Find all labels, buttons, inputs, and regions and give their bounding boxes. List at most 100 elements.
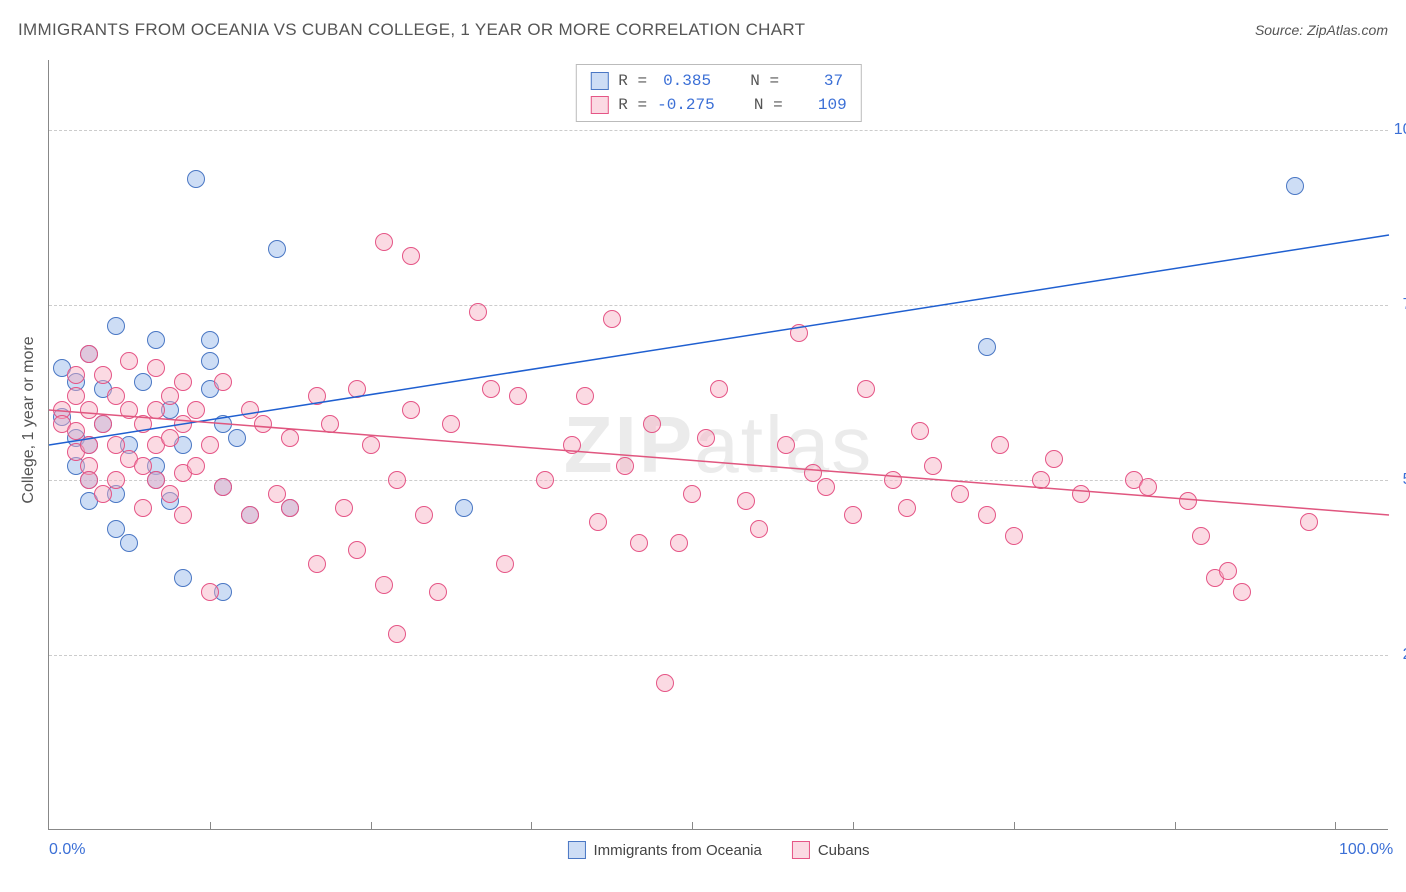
gridline-h	[49, 130, 1388, 131]
data-point	[750, 520, 768, 538]
data-point	[308, 555, 326, 573]
data-point	[496, 555, 514, 573]
data-point	[911, 422, 929, 440]
data-point	[737, 492, 755, 510]
x-tick-label: 0.0%	[49, 841, 85, 859]
data-point	[790, 324, 808, 342]
data-point	[857, 380, 875, 398]
data-point	[80, 436, 98, 454]
data-point	[1300, 513, 1318, 531]
legend-item-oceania: Immigrants from Oceania	[567, 841, 761, 859]
data-point	[1192, 527, 1210, 545]
y-tick-label: 25.0%	[1403, 646, 1406, 664]
minor-xtick	[1175, 822, 1176, 830]
minor-xtick	[853, 822, 854, 830]
data-point	[107, 471, 125, 489]
swatch-oceania	[590, 72, 608, 90]
data-point	[134, 499, 152, 517]
y-tick-label: 50.0%	[1403, 471, 1406, 489]
data-point	[214, 373, 232, 391]
data-point	[656, 674, 674, 692]
data-point	[134, 373, 152, 391]
gridline-h	[49, 655, 1388, 656]
data-point	[268, 240, 286, 258]
data-point	[134, 457, 152, 475]
data-point	[161, 485, 179, 503]
y-tick-label: 100.0%	[1394, 121, 1406, 139]
data-point	[348, 380, 366, 398]
data-point	[321, 415, 339, 433]
data-point	[362, 436, 380, 454]
data-point	[174, 506, 192, 524]
swatch-oceania	[567, 841, 585, 859]
data-point	[1139, 478, 1157, 496]
data-point	[201, 352, 219, 370]
data-point	[924, 457, 942, 475]
data-point	[161, 387, 179, 405]
data-point	[898, 499, 916, 517]
minor-xtick	[210, 822, 211, 830]
data-point	[348, 541, 366, 559]
data-point	[536, 471, 554, 489]
data-point	[201, 583, 219, 601]
data-point	[1219, 562, 1237, 580]
data-point	[563, 436, 581, 454]
data-point	[576, 387, 594, 405]
data-point	[201, 331, 219, 349]
data-point	[107, 387, 125, 405]
data-point	[147, 401, 165, 419]
scatter-plot: ZIPatlas R = 0.385 N = 37 R = -0.275 N =…	[48, 60, 1388, 830]
data-point	[630, 534, 648, 552]
data-point	[844, 506, 862, 524]
y-axis-title: College, 1 year or more	[20, 336, 38, 503]
legend-row-cubans: R = -0.275 N = 109	[590, 93, 846, 117]
data-point	[455, 499, 473, 517]
gridline-h	[49, 480, 1388, 481]
data-point	[228, 429, 246, 447]
data-point	[1045, 450, 1063, 468]
data-point	[241, 506, 259, 524]
y-tick-label: 75.0%	[1403, 296, 1406, 314]
data-point	[388, 625, 406, 643]
data-point	[670, 534, 688, 552]
data-point	[308, 387, 326, 405]
legend-correlation-box: R = 0.385 N = 37 R = -0.275 N = 109	[575, 64, 861, 122]
data-point	[214, 478, 232, 496]
data-point	[991, 436, 1009, 454]
data-point	[509, 387, 527, 405]
data-point	[254, 415, 272, 433]
legend-row-oceania: R = 0.385 N = 37	[590, 69, 846, 93]
data-point	[147, 359, 165, 377]
data-point	[187, 401, 205, 419]
data-point	[402, 247, 420, 265]
legend-item-cubans: Cubans	[792, 841, 870, 859]
data-point	[187, 457, 205, 475]
data-point	[80, 471, 98, 489]
source-label: Source: ZipAtlas.com	[1255, 22, 1388, 38]
data-point	[120, 401, 138, 419]
data-point	[415, 506, 433, 524]
data-point	[1005, 527, 1023, 545]
data-point	[67, 387, 85, 405]
data-point	[214, 415, 232, 433]
data-point	[147, 331, 165, 349]
data-point	[429, 583, 447, 601]
data-point	[80, 401, 98, 419]
data-point	[1179, 492, 1197, 510]
data-point	[589, 513, 607, 531]
data-point	[67, 422, 85, 440]
watermark: ZIPatlas	[564, 399, 873, 491]
chart-title: IMMIGRANTS FROM OCEANIA VS CUBAN COLLEGE…	[18, 20, 805, 40]
data-point	[697, 429, 715, 447]
data-point	[335, 499, 353, 517]
data-point	[1032, 471, 1050, 489]
data-point	[643, 415, 661, 433]
data-point	[107, 317, 125, 335]
data-point	[375, 233, 393, 251]
data-point	[67, 366, 85, 384]
data-point	[281, 499, 299, 517]
data-point	[120, 352, 138, 370]
minor-xtick	[1335, 822, 1336, 830]
data-point	[1072, 485, 1090, 503]
minor-xtick	[371, 822, 372, 830]
